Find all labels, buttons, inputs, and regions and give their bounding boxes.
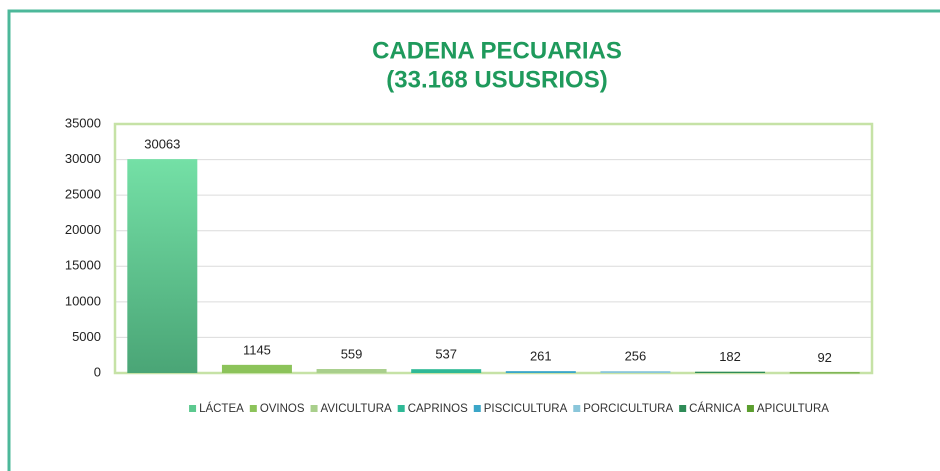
- y-tick-label: 30000: [65, 151, 101, 166]
- legend-label: OVINOS: [260, 403, 305, 415]
- legend-label: CAPRINOS: [408, 403, 468, 415]
- chart-subtitle: (33.168 USUSRIOS): [386, 66, 607, 93]
- legend-label: CÁRNICA: [689, 402, 741, 415]
- y-tick-label: 20000: [65, 222, 101, 237]
- data-label: 92: [817, 350, 831, 365]
- plot-border: [113, 122, 874, 375]
- data-label: 537: [435, 347, 457, 362]
- data-label: 182: [719, 349, 741, 364]
- bar: [505, 371, 576, 373]
- legend-swatch: [310, 405, 318, 412]
- y-tick-label: 15000: [65, 258, 101, 273]
- bar: [127, 159, 198, 373]
- legend-label: PORCICULTURA: [583, 403, 673, 415]
- bar: [695, 371, 766, 373]
- bar: [221, 364, 292, 373]
- data-label: 1145: [243, 342, 271, 357]
- legend-swatch: [679, 405, 687, 412]
- frame: [7, 9, 940, 471]
- legend-swatch: [189, 405, 197, 412]
- legend-label: LÁCTEA: [199, 402, 244, 415]
- bar: [789, 372, 860, 374]
- y-tick-label: 35000: [65, 115, 101, 130]
- legend-swatch: [746, 405, 754, 412]
- legend-swatch: [473, 405, 481, 412]
- y-tick-label: 0: [94, 364, 101, 379]
- data-label: 261: [530, 349, 552, 364]
- legend-label: PISCICULTURA: [484, 403, 568, 415]
- y-tick-label: 25000: [65, 187, 101, 202]
- legend-swatch: [573, 405, 581, 412]
- y-tick-label: 5000: [72, 329, 101, 344]
- data-label: 30063: [144, 137, 180, 152]
- legend-swatch: [397, 405, 405, 412]
- data-label: 559: [341, 346, 363, 361]
- bar: [411, 369, 482, 373]
- y-tick-label: 10000: [65, 293, 101, 308]
- legend-swatch: [249, 405, 257, 412]
- bar: [600, 371, 671, 373]
- legend-label: APICULTURA: [757, 403, 829, 415]
- data-label: 256: [625, 349, 647, 364]
- chart-title: CADENA PECUARIAS: [372, 37, 622, 64]
- legend-label: AVICULTURA: [321, 403, 392, 415]
- bar: [316, 369, 387, 373]
